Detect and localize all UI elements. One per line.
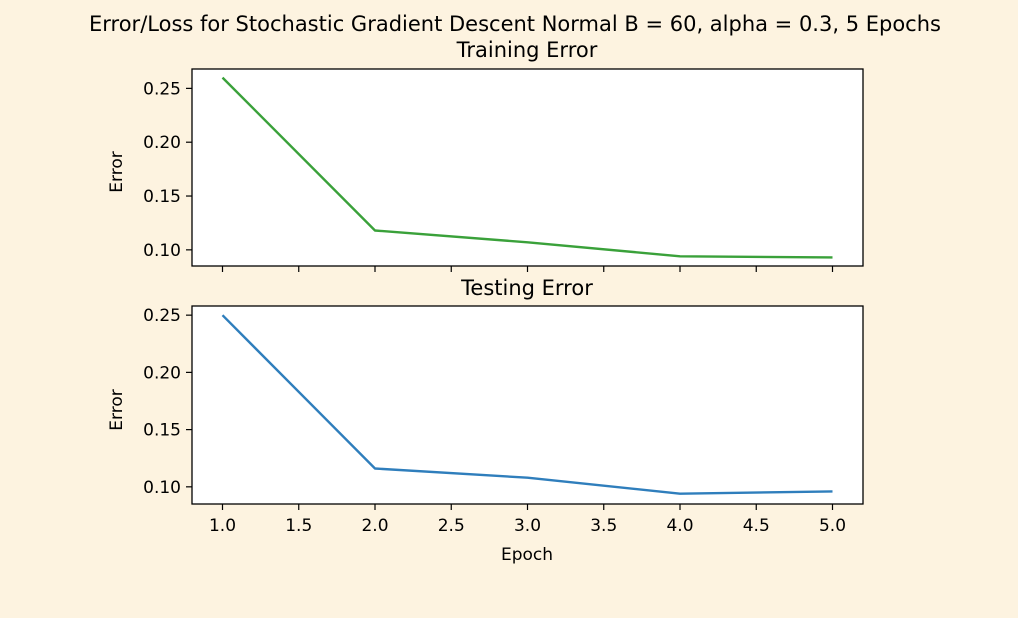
testing-plot-area [191, 305, 864, 505]
testing-x-tick-label: 3.0 [514, 516, 541, 536]
testing-x-ticks: 1.0 1.5 2.0 2.5 3.0 3.5 4.0 4.5 5.0 [209, 504, 846, 536]
testing-y-tick-label: 0.10 [143, 478, 181, 498]
training-error-plot: Training Error 0.10 0.15 0.20 0.25 Error [107, 38, 864, 272]
testing-y-tick-label: 0.15 [143, 421, 181, 441]
training-y-tick-label: 0.25 [143, 79, 181, 99]
testing-y-tick-label: 0.20 [143, 363, 181, 383]
training-error-line [221, 76, 833, 259]
training-plot-title: Training Error [456, 38, 598, 62]
training-y-tick-label: 0.10 [143, 241, 181, 261]
training-x-ticks [221, 266, 834, 272]
testing-y-ticks: 0.10 0.15 0.20 0.25 [143, 306, 192, 498]
testing-x-tick-label: 3.5 [590, 516, 617, 536]
testing-y-axis-label: Error [107, 389, 127, 430]
testing-error-line [221, 314, 833, 495]
figure-suptitle: Error/Loss for Stochastic Gradient Desce… [89, 12, 941, 36]
testing-x-tick-label: 5.0 [819, 516, 846, 536]
testing-x-tick-label: 4.5 [743, 516, 770, 536]
training-y-axis-label: Error [107, 151, 127, 192]
testing-x-tick-label: 4.0 [666, 516, 693, 536]
testing-x-tick-label: 2.5 [438, 516, 465, 536]
testing-x-tick-label: 1.5 [285, 516, 312, 536]
testing-plot-title: Testing Error [460, 276, 593, 300]
training-y-ticks: 0.10 0.15 0.20 0.25 [143, 79, 192, 261]
training-y-tick-label: 0.20 [143, 133, 181, 153]
testing-y-tick-label: 0.25 [143, 306, 181, 326]
training-plot-area [191, 68, 864, 267]
testing-x-tick-label: 2.0 [361, 516, 388, 536]
testing-error-plot: Testing Error 1.0 1.5 2.0 2.5 3.0 3.5 4.0 4.5 5.… [107, 276, 864, 565]
testing-x-tick-label: 1.0 [209, 516, 236, 536]
training-y-tick-label: 0.15 [143, 187, 181, 207]
testing-x-axis-label: Epoch [501, 545, 553, 565]
